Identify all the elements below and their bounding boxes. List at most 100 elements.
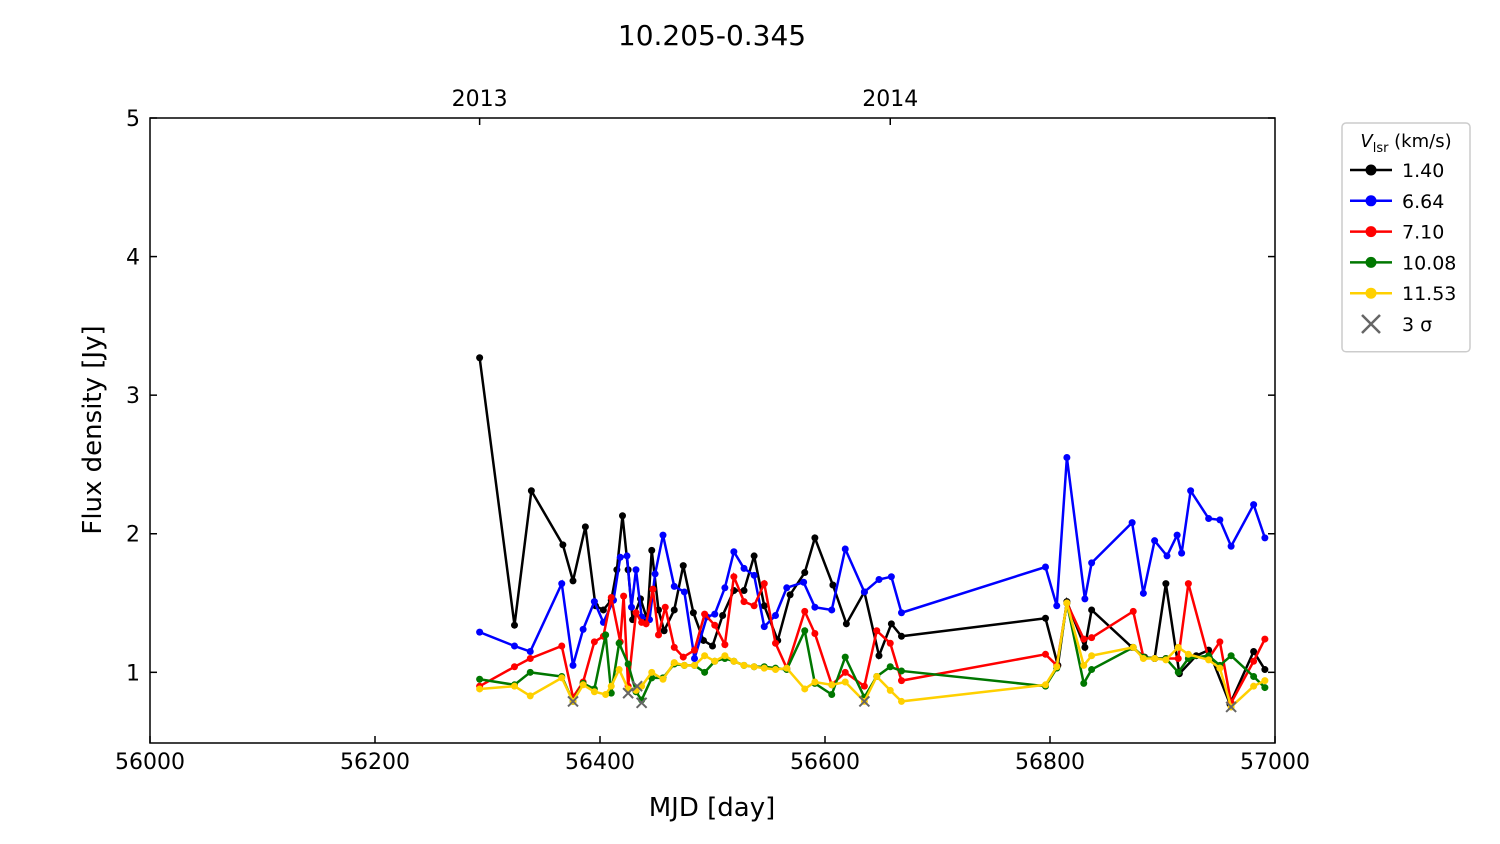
- legend: Vlsr (km/s) 1.40 6.64 7.10 10.08 11.53 3 σ: [1341, 122, 1471, 353]
- data-point: [511, 621, 518, 629]
- data-point: [1250, 682, 1258, 690]
- data-point: [527, 487, 535, 495]
- legend-label: 11.53: [1402, 283, 1456, 305]
- data-point: [1088, 634, 1096, 642]
- data-point: [1088, 559, 1096, 567]
- data-point: [607, 593, 615, 601]
- sigma-marker: [622, 687, 634, 699]
- y-tick-label: 2: [126, 523, 140, 548]
- data-point: [1250, 672, 1258, 680]
- data-point: [1080, 679, 1088, 687]
- data-point: [1080, 635, 1088, 643]
- data-point: [651, 570, 659, 578]
- data-point: [721, 652, 729, 660]
- data-point: [511, 663, 518, 671]
- legend-marker: [1365, 195, 1377, 207]
- x-tick-label: 56000: [115, 750, 185, 775]
- data-point: [1063, 599, 1071, 607]
- data-point: [811, 678, 819, 686]
- data-point: [730, 657, 738, 665]
- data-point: [772, 639, 779, 647]
- data-point: [660, 627, 668, 635]
- data-point: [1174, 668, 1182, 676]
- data-point: [801, 685, 809, 693]
- data-point: [750, 602, 758, 610]
- data-point: [1250, 501, 1258, 509]
- data-point: [1250, 657, 1258, 665]
- data-point: [873, 672, 881, 680]
- data-point: [607, 682, 615, 690]
- data-point: [661, 603, 669, 611]
- data-point: [1042, 563, 1049, 571]
- data-point: [1261, 677, 1269, 685]
- data-point: [886, 639, 894, 647]
- data-point: [740, 661, 748, 669]
- data-point: [569, 661, 577, 669]
- data-point: [1187, 487, 1195, 495]
- series-line: [479, 457, 1267, 666]
- data-point: [887, 620, 895, 628]
- data-point: [701, 652, 709, 660]
- data-point: [607, 689, 615, 697]
- sigma-marker: [631, 680, 643, 692]
- data-point: [887, 573, 895, 581]
- data-point: [579, 681, 587, 689]
- data-point: [526, 692, 534, 700]
- data-point: [760, 623, 768, 631]
- data-point: [569, 577, 577, 585]
- data-point: [1081, 643, 1089, 651]
- data-point: [1053, 602, 1061, 610]
- data-point: [1205, 514, 1213, 522]
- data-point: [590, 638, 598, 646]
- data-point: [772, 612, 779, 620]
- data-point: [579, 625, 587, 633]
- data-point: [730, 548, 738, 556]
- data-point: [1139, 589, 1147, 597]
- data-point: [1216, 516, 1224, 524]
- data-point: [476, 675, 484, 683]
- data-point: [659, 675, 667, 683]
- data-point: [829, 581, 837, 589]
- data-point: [670, 582, 678, 590]
- legend-title-unit: (km/s): [1388, 131, 1451, 152]
- data-point: [558, 580, 566, 588]
- data-point: [1261, 684, 1269, 692]
- data-point: [691, 661, 698, 669]
- data-point: [709, 642, 716, 650]
- data-point: [649, 585, 657, 593]
- data-point: [1261, 534, 1269, 542]
- data-point: [689, 609, 697, 617]
- x2-tick-label: 2013: [452, 87, 508, 112]
- data-point: [1173, 531, 1181, 539]
- data-point: [1184, 580, 1192, 588]
- data-point: [801, 607, 809, 615]
- data-point: [841, 545, 849, 553]
- data-point: [740, 587, 748, 595]
- data-point: [801, 627, 809, 635]
- data-point: [670, 643, 678, 651]
- data-point: [632, 566, 640, 574]
- data-point: [1178, 549, 1186, 557]
- data-point: [1080, 661, 1088, 669]
- data-point: [599, 606, 607, 614]
- data-point: [590, 598, 598, 606]
- data-point: [670, 659, 678, 667]
- data-point: [898, 609, 905, 617]
- data-point: [740, 598, 748, 606]
- data-point: [691, 654, 698, 662]
- data-point: [875, 652, 883, 660]
- data-point: [1129, 607, 1137, 615]
- data-point: [841, 653, 849, 661]
- data-point: [1250, 648, 1258, 656]
- data-point: [828, 606, 836, 614]
- data-point: [700, 636, 707, 644]
- data-point: [558, 674, 566, 682]
- legend-marker: [1365, 256, 1377, 268]
- data-point: [590, 688, 598, 696]
- legend-label: 6.64: [1402, 191, 1444, 213]
- data-point: [659, 531, 667, 539]
- data-point: [875, 575, 883, 583]
- plot-frame: [149, 117, 1276, 744]
- data-point: [680, 661, 688, 669]
- legend-title: Vlsr (km/s): [1360, 131, 1451, 156]
